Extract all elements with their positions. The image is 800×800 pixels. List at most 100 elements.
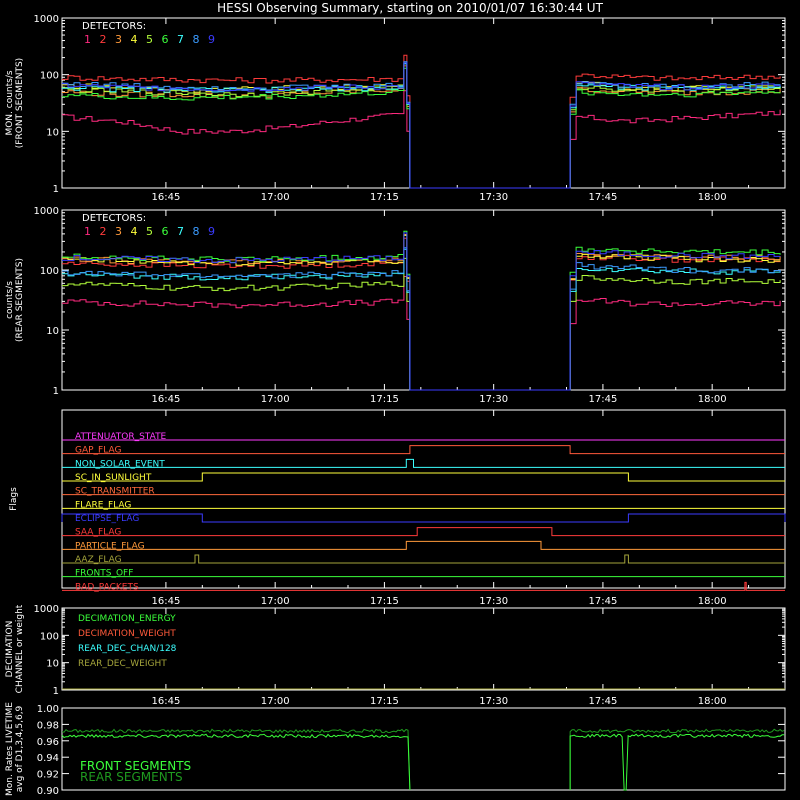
series-line-detector-8 <box>62 247 781 391</box>
x-tick-label: 16:45 <box>151 394 180 405</box>
y-tick-label: 100 <box>40 71 59 82</box>
panels: 16:45 17:00 17:15 17:30 17:45 18:00 MON. count… <box>5 14 786 797</box>
y-tick-label: 1.00 <box>37 704 59 715</box>
figure-title: HESSI Observing Summary, starting on 201… <box>217 1 603 15</box>
y-tick-label: 0.94 <box>37 753 59 764</box>
series-line-detector-4 <box>62 62 781 189</box>
y-axis-label: counts/s <box>5 281 15 319</box>
y-tick-label: 100 <box>40 266 59 277</box>
legend-entry-1: 1 <box>84 33 91 46</box>
flag-line <box>62 581 785 591</box>
series-line-detector-7 <box>62 63 781 189</box>
flag-label: SC_TRANSMITTER <box>75 487 155 497</box>
x-tick-label: 17:45 <box>589 394 618 405</box>
flag-line <box>62 540 785 550</box>
flag-label: FLARE_FLAG <box>75 500 131 510</box>
flag-line <box>62 554 785 564</box>
x-tick-label: 17:30 <box>479 192 508 203</box>
livetime-line <box>569 733 785 791</box>
y-tick-label: 10 <box>46 659 59 670</box>
series-line-detector-9 <box>62 62 781 189</box>
legend-title: DETECTORS: <box>82 213 146 224</box>
flag-label: AAZ_FLAG <box>75 555 122 565</box>
x-tick-label: 17:00 <box>261 696 290 707</box>
y-axis-label: avg of D1,3,4,5,6,9 <box>15 705 25 792</box>
y-tick-label: 1000 <box>34 206 59 217</box>
x-tick-label: 17:15 <box>370 696 399 707</box>
flag-label: ECLIPSE_FLAG <box>75 514 139 524</box>
flag-label: ATTENUATOR_STATE <box>75 432 167 442</box>
livetime-line <box>61 728 411 791</box>
legend-entry-7: 7 <box>177 225 184 238</box>
legend-entry-2: 2 <box>100 33 107 46</box>
series-line-detector-1 <box>62 276 781 391</box>
flag-line <box>62 458 785 468</box>
legend-entry-1: 1 <box>84 225 91 238</box>
y-axis-label: Mon. Rates LIVETIME <box>5 702 15 796</box>
x-tick-label: 17:00 <box>261 394 290 405</box>
y-tick-label: 10 <box>46 326 59 337</box>
y-tick-label: 10 <box>46 127 59 138</box>
y-tick-label: 0.96 <box>37 737 59 748</box>
plot-frame-0 <box>61 17 786 189</box>
y-axis-label: CHANNEL or weight <box>15 604 25 693</box>
x-tick-label: 17:30 <box>479 394 508 405</box>
y-tick-label: 1 <box>53 184 59 195</box>
livetime-legend-entry: REAR SEGMENTS <box>80 770 183 784</box>
plot-frame-2 <box>61 409 786 589</box>
series-line-detector-9 <box>62 232 781 391</box>
series-line-detector-5 <box>62 63 781 189</box>
y-tick-label: 1000 <box>34 14 59 25</box>
plot-frame-3 <box>61 607 786 691</box>
livetime-line <box>61 733 411 791</box>
series-line-detector-1 <box>62 90 781 189</box>
legend-entry-4: 4 <box>131 33 138 46</box>
flag-line <box>61 513 786 523</box>
legend-entry-3: 3 <box>115 33 122 46</box>
decimation-legend-entry: REAR_DEC_WEIGHT <box>78 659 167 669</box>
series-line-detector-3 <box>62 65 781 189</box>
x-tick-label: 17:45 <box>589 596 618 607</box>
legend-entry-6: 6 <box>162 33 169 46</box>
series-line-detector-2 <box>62 54 781 189</box>
x-tick-label: 17:15 <box>370 192 399 203</box>
legend-entry-8: 8 <box>193 33 200 46</box>
flag-label: FRONTS_OFF <box>75 569 133 579</box>
y-tick-label: 0.92 <box>37 770 59 781</box>
legend-entry-7: 7 <box>177 33 184 46</box>
x-tick-label: 17:45 <box>589 192 618 203</box>
flag-label: GAP_FLAG <box>75 446 121 456</box>
legend-entry-3: 3 <box>115 225 122 238</box>
decimation-legend-entry: DECIMATION_WEIGHT <box>78 629 176 639</box>
legend-entry-9: 9 <box>208 225 215 238</box>
y-axis-label: DECIMATION <box>5 621 15 678</box>
plot-frame-4 <box>61 707 786 791</box>
flag-label: BAD_PACKETS <box>75 582 139 592</box>
flag-line <box>62 472 785 482</box>
y-tick-label: 1 <box>53 386 59 397</box>
flag-label: SC_IN_SUNLIGHT <box>75 473 152 483</box>
x-tick-label: 18:00 <box>698 596 727 607</box>
decimation-legend-entry: REAR_DEC_CHAN/128 <box>78 644 177 654</box>
y-tick-label: 100 <box>40 631 59 642</box>
flag-label: SAA_FLAG <box>75 528 121 538</box>
y-tick-label: 1 <box>53 686 59 697</box>
x-tick-label: 18:00 <box>698 696 727 707</box>
y-tick-label: 0.90 <box>37 786 59 797</box>
y-axis-label: (REAR SEGMENTS) <box>15 258 25 342</box>
x-tick-label: 17:30 <box>479 696 508 707</box>
legend-entry-8: 8 <box>193 225 200 238</box>
legend-entry-4: 4 <box>131 225 138 238</box>
legend-entry-5: 5 <box>146 225 153 238</box>
y-tick-label: 0.98 <box>37 720 59 731</box>
x-tick-label: 17:00 <box>261 192 290 203</box>
x-tick-label: 16:45 <box>151 696 180 707</box>
decimation-legend-entry: DECIMATION_ENERGY <box>78 614 176 624</box>
x-tick-label: 16:45 <box>151 192 180 203</box>
x-tick-label: 18:00 <box>698 192 727 203</box>
series-line-detector-7 <box>62 248 781 391</box>
legend-entry-5: 5 <box>146 33 153 46</box>
y-tick-label: 1000 <box>34 604 59 615</box>
legend-entry-2: 2 <box>100 225 107 238</box>
livetime-legend-entry: FRONT SEGMENTS <box>80 759 191 773</box>
